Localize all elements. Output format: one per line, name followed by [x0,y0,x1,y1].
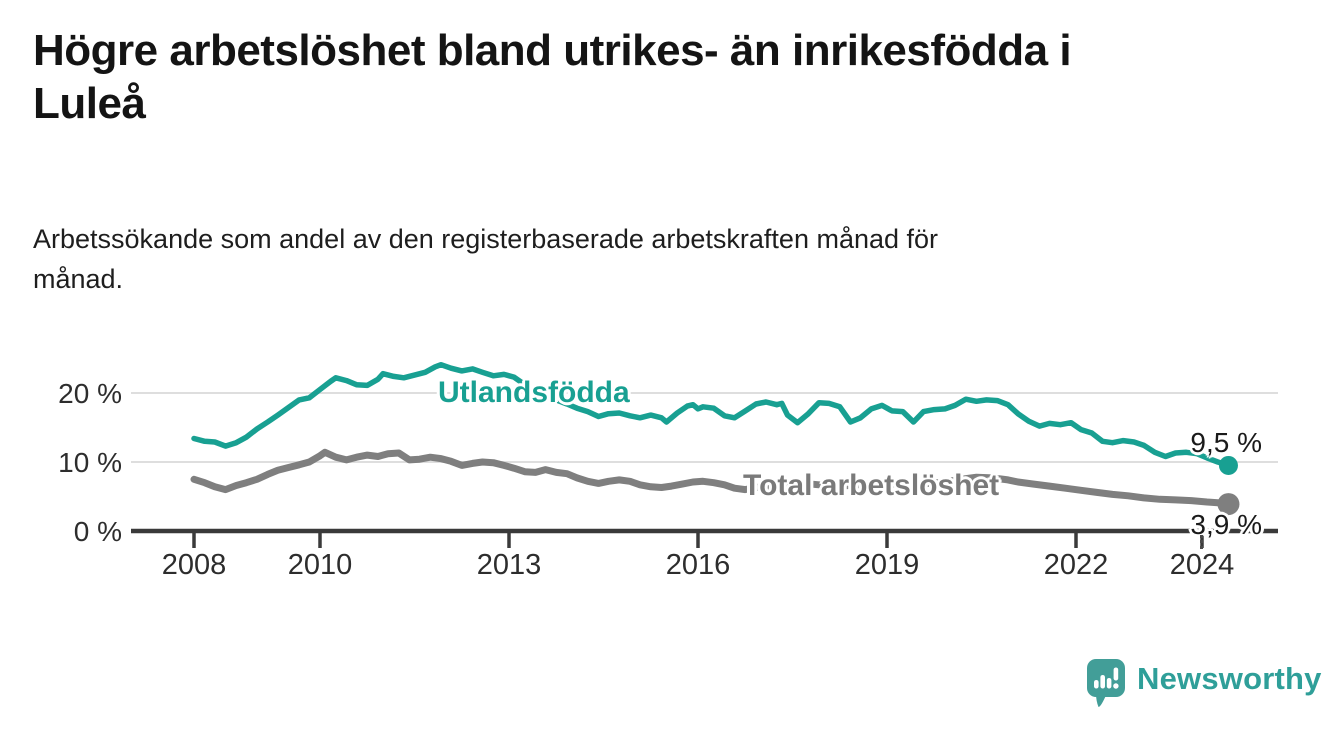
x-tick-label-2022: 2022 [1044,549,1109,581]
page-title: Högre arbetslöshet bland utrikes- än inr… [33,24,1072,130]
x-tick-label-2024: 2024 [1170,549,1235,581]
chart-subtitle-line-1: Arbetssökande som andel av den registerb… [33,224,939,254]
series-line-1 [190,448,1232,508]
x-tick-label-2010: 2010 [288,549,353,581]
x-tick-label-2008: 2008 [162,549,227,581]
x-tick-label-2019: 2019 [855,549,920,581]
series-label-utlandsfodda: Utlandsfödda [438,376,630,409]
x-tick-label-2013: 2013 [477,549,542,581]
label-leader-dots [1200,535,1203,549]
chart-subtitle-line-2: månad. [33,264,124,294]
end-value-label-utlandsfodda: 9,5 % [1190,427,1262,458]
x-tick-label-2016: 2016 [666,549,731,581]
series-label-total-arbetsloshet: Total arbetslöshet [743,469,1000,502]
series-end-dot-1 [1217,493,1240,516]
newsworthy-logo: Newsworthy [1087,659,1322,709]
page-title-line-1: Högre arbetslöshet bland utrikes- än inr… [33,26,1072,75]
series-end-dot-0 [1218,455,1238,475]
page-title-line-2: Luleå [33,79,146,128]
y-tick-label-0: 0 % [74,516,122,547]
newsworthy-logo-text: Newsworthy [1137,661,1322,696]
chart-subtitle: Arbetssökande som andel av den registerb… [33,219,938,299]
y-tick-label-20: 20 % [58,378,122,409]
y-tick-label-10: 10 % [58,447,122,478]
newsworthy-logo-icon [1087,659,1125,707]
series-line-0 [191,361,1232,469]
end-value-label-total-arbetsloshet: 3,9 % [1190,509,1262,540]
